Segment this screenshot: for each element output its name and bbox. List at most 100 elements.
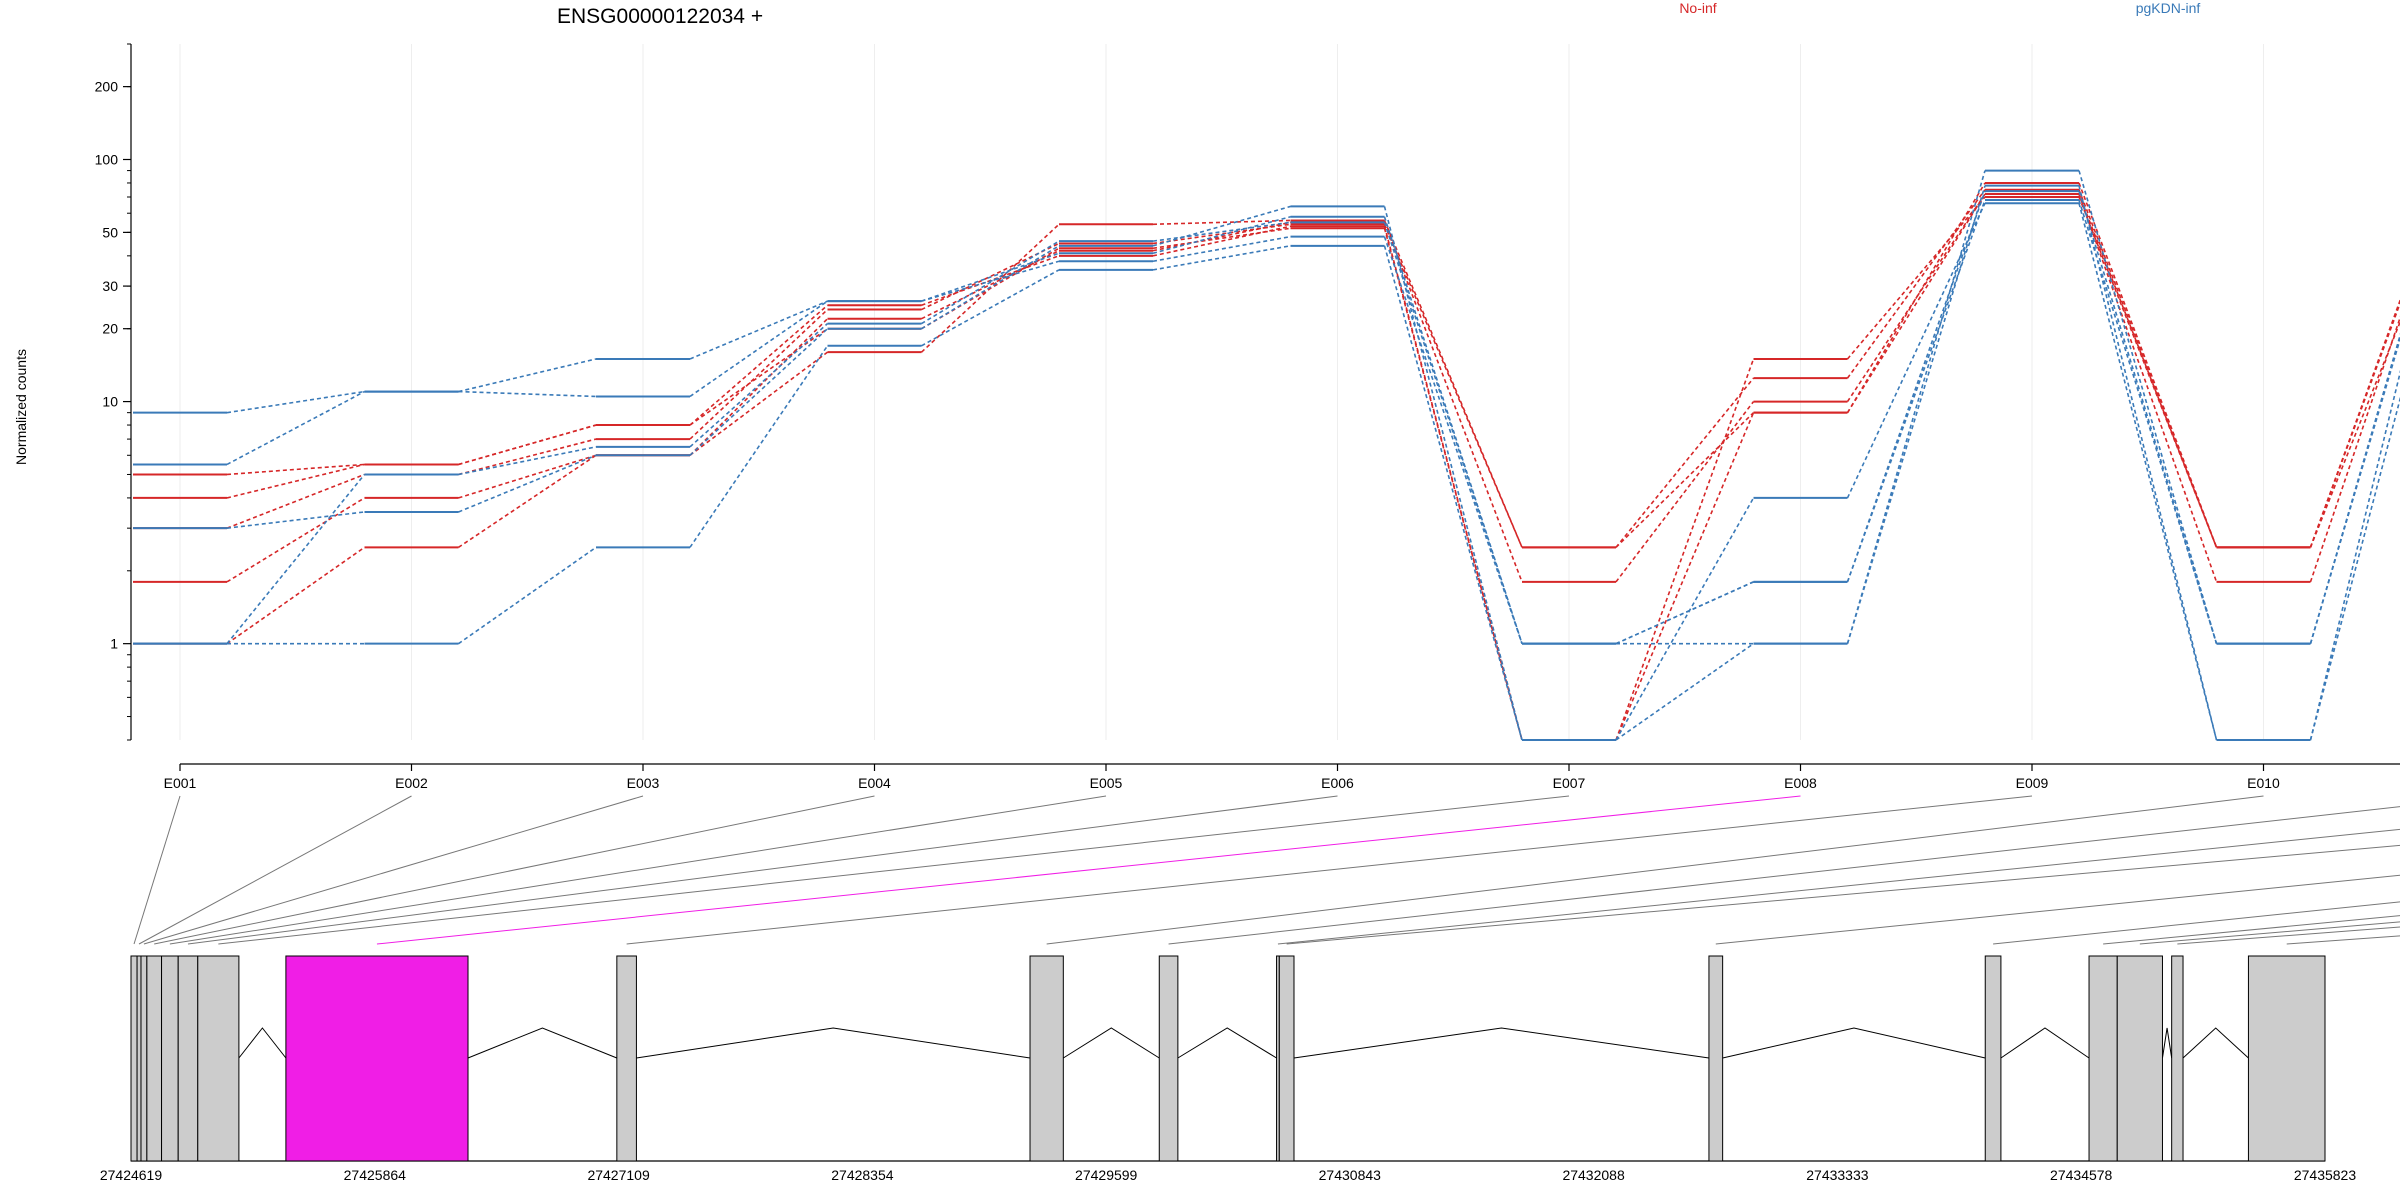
intron [1063, 1027, 1160, 1059]
data-connector [2309, 369, 2400, 741]
exon-connector [1286, 844, 2400, 945]
intron [1722, 1027, 1986, 1059]
series-pgKDN-inf [133, 184, 2400, 741]
data-connector [458, 390, 597, 398]
exon-box [2116, 955, 2163, 1162]
data-connector [1152, 205, 1291, 247]
series-No-inf [133, 181, 2400, 645]
data-connector [1152, 219, 1291, 226]
data-connector [689, 328, 829, 456]
data-connector [2309, 301, 2400, 548]
exon-connector [376, 795, 1801, 945]
x-tick-label: E002 [395, 775, 428, 791]
exon-connector [1046, 795, 2264, 945]
y-axis-label: Normalized counts [13, 349, 29, 465]
genomic-tick-label: 27429599 [1075, 1167, 1138, 1183]
data-connector [1846, 182, 1986, 414]
data-connector [921, 247, 1060, 330]
series-pgKDN-inf [133, 202, 2400, 741]
exon-connector [1168, 806, 2400, 945]
intron [2161, 1027, 2173, 1059]
data-connector [689, 322, 829, 448]
x-tick-label: E007 [1553, 775, 1586, 791]
y-tick-label: 1 [110, 636, 118, 652]
series-No-inf [133, 196, 2400, 741]
exon-connector [2286, 935, 2400, 945]
exon-box [2088, 955, 2118, 1162]
exon-connector [187, 795, 1338, 945]
data-connector [2078, 193, 2218, 548]
exon-box [130, 955, 138, 1162]
data-connector [1846, 190, 1986, 583]
intron [467, 1027, 618, 1059]
exon-connector [218, 795, 1570, 945]
data-connector [1615, 412, 1755, 741]
data-connector [1615, 377, 1755, 548]
legend-item-no-inf: No-inf [1679, 0, 1716, 16]
exon-box [2247, 955, 2326, 1162]
exon-box [140, 955, 148, 1162]
exon-connector [626, 795, 2033, 945]
genomic-tick-label: 27433333 [1806, 1167, 1869, 1183]
data-connector [1846, 196, 1986, 360]
data-connector [1152, 221, 1291, 252]
data-connector [1615, 497, 1755, 741]
gene-model: 27424619 27425864 27427109 27428354 27429599… [100, 795, 2400, 1183]
data-connector [1846, 199, 1986, 583]
data-connector [689, 351, 828, 456]
series-No-inf [133, 188, 2400, 549]
data-connector [1615, 412, 1755, 548]
data-connector [458, 454, 597, 499]
series-pgKDN-inf [133, 199, 2400, 645]
exon-box [616, 955, 637, 1162]
intron [1293, 1027, 1710, 1059]
data-connector [1152, 235, 1291, 263]
data-connector [1846, 202, 1986, 499]
genomic-tick-label: 27432088 [1562, 1167, 1625, 1183]
legend-item-pgkdn-inf: pgKDN-inf [2136, 0, 2201, 16]
data-connector [1383, 220, 1523, 548]
data-connector [1846, 185, 1986, 644]
y-tick-label: 10 [102, 394, 118, 410]
x-tick-label: E004 [858, 775, 891, 791]
exon-box [1984, 955, 2002, 1162]
x-tick-label: E010 [2247, 775, 2280, 791]
data-connector [2078, 193, 2218, 583]
intron [238, 1027, 287, 1059]
data-connector [689, 304, 829, 426]
exon-box [1708, 955, 1724, 1162]
x-tick-label: E005 [1090, 775, 1123, 791]
data-connector [921, 240, 1060, 325]
data-connector [921, 252, 1060, 302]
exon-box [197, 955, 240, 1162]
data-connector [458, 446, 597, 476]
exon-connector [169, 795, 1107, 945]
data-connector [1383, 216, 1523, 644]
data-connector [1846, 170, 1986, 644]
data-connector [458, 438, 597, 476]
data-connector [1383, 223, 1523, 548]
data-connector [1615, 358, 1755, 741]
exon-box [146, 955, 163, 1162]
data-connector [921, 260, 1060, 302]
data-connector [2309, 334, 2400, 644]
data-connector [1615, 401, 1755, 583]
data-connector [921, 245, 1060, 330]
data-connector [2078, 185, 2218, 741]
data-connector [2309, 299, 2400, 548]
data-connector [2078, 189, 2218, 548]
genomic-tick-label: 27425864 [344, 1167, 407, 1183]
exon-box [177, 955, 199, 1162]
y-tick-label: 20 [102, 321, 118, 337]
data-connector [2078, 190, 2218, 644]
genomic-tick-label: 27434578 [2050, 1167, 2113, 1183]
intron [2182, 1027, 2249, 1059]
exon-connector [143, 795, 644, 945]
data-connector [226, 511, 365, 529]
x-tick-label: E003 [627, 775, 660, 791]
exon-connector [1277, 828, 2400, 945]
chart-title: ENSG00000122034 + [557, 5, 763, 28]
data-connector [1383, 206, 1523, 741]
exon-box [1278, 955, 1295, 1162]
